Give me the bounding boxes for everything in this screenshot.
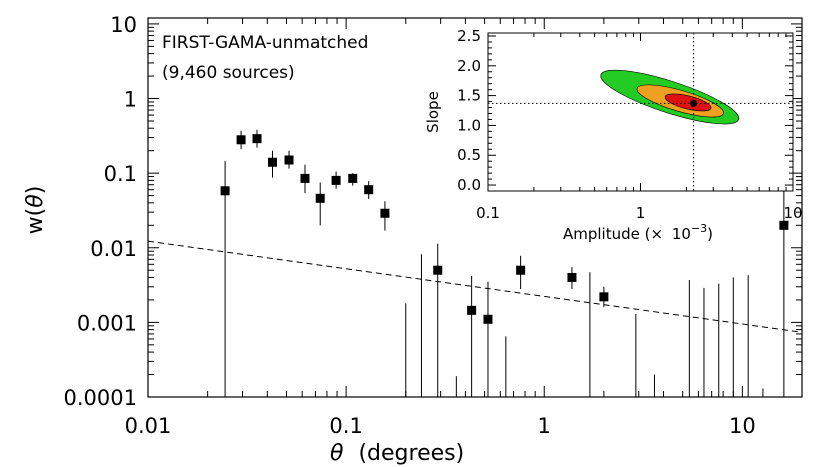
inset-y-tick-label: 1.0 (457, 116, 481, 134)
x-tick-label: 0.1 (329, 414, 362, 438)
data-point (348, 173, 358, 183)
data-point (267, 157, 277, 167)
x-axis-title: θ (degrees) (330, 441, 464, 466)
data-point (483, 314, 493, 324)
y-tick-label: 10 (110, 13, 137, 37)
y-tick-label: 0.01 (90, 237, 137, 261)
data-point (467, 305, 477, 315)
data-point (300, 173, 310, 183)
inset-background (488, 33, 793, 191)
inset-y-tick-label: 2.5 (457, 27, 481, 45)
x-axis-units: (degrees) (358, 441, 464, 466)
best-fit-point (690, 99, 698, 107)
data-point (380, 208, 390, 218)
data-point (567, 272, 577, 282)
y-axis-suffix: ) (23, 186, 48, 195)
inset-y-axis-title: Slope (424, 91, 442, 133)
data-point (599, 292, 609, 302)
main-frame (147, 17, 803, 398)
inset-x-tick-label: 1 (636, 204, 646, 222)
inset-x-axis-exponent: −3 (691, 222, 707, 235)
y-axis-prefix: w( (23, 208, 48, 235)
inset-x-axis-title: Amplitude (× 10−3) (563, 222, 713, 243)
data-point (236, 135, 246, 145)
inset-y-tick-label: 1.5 (457, 87, 481, 105)
inset-y-tick-label: 0.0 (457, 176, 481, 194)
inset-y-tick-label: 2.0 (457, 57, 481, 75)
data-point (433, 265, 443, 275)
inset-x-tick-label: 10 (783, 204, 802, 222)
data-point (331, 175, 341, 185)
y-tick-label: 0.0001 (64, 386, 137, 410)
inset-ticks: 0.1 1 10 0.0 0.5 1.0 1.5 2.0 2.5 (457, 27, 802, 222)
contour-1-sigma (664, 93, 712, 112)
y-axis-title: w(θ) (23, 186, 48, 235)
inset-y-tick-label: 0.5 (457, 146, 481, 164)
main-data-layer (148, 129, 802, 397)
data-point (364, 185, 374, 195)
inset-x-axis-close: ) (707, 225, 713, 243)
data-point (220, 186, 230, 196)
inset-x-tick-label: 0.1 (476, 204, 500, 222)
y-tick-label: 0.1 (104, 162, 137, 186)
inset-data-layer (488, 33, 793, 191)
annotation-source-count: (9,460 sources) (162, 63, 295, 83)
y-axis-symbol: θ (23, 194, 48, 208)
inset-x-axis-main: Amplitude (× (563, 225, 663, 243)
inset-panel: 0.1 1 10 0.0 0.5 1.0 1.5 2.0 2.5 Slope Amplitude… (424, 27, 803, 243)
y-tick-label: 0.001 (77, 311, 137, 335)
inset-x-axis-base: 10 (672, 225, 691, 243)
fit-line (148, 240, 802, 333)
x-tick-label: 1 (538, 414, 551, 438)
data-point (779, 220, 789, 230)
x-axis-symbol: θ (330, 441, 344, 466)
annotation-sample-name: FIRST-GAMA-unmatched (162, 33, 368, 53)
y-tick-label: 1 (124, 88, 137, 112)
x-tick-label: 0.01 (125, 414, 172, 438)
x-tick-label: 10 (729, 414, 756, 438)
data-point (252, 134, 262, 144)
data-point (516, 265, 526, 275)
data-point (284, 155, 294, 165)
data-point (315, 193, 325, 203)
